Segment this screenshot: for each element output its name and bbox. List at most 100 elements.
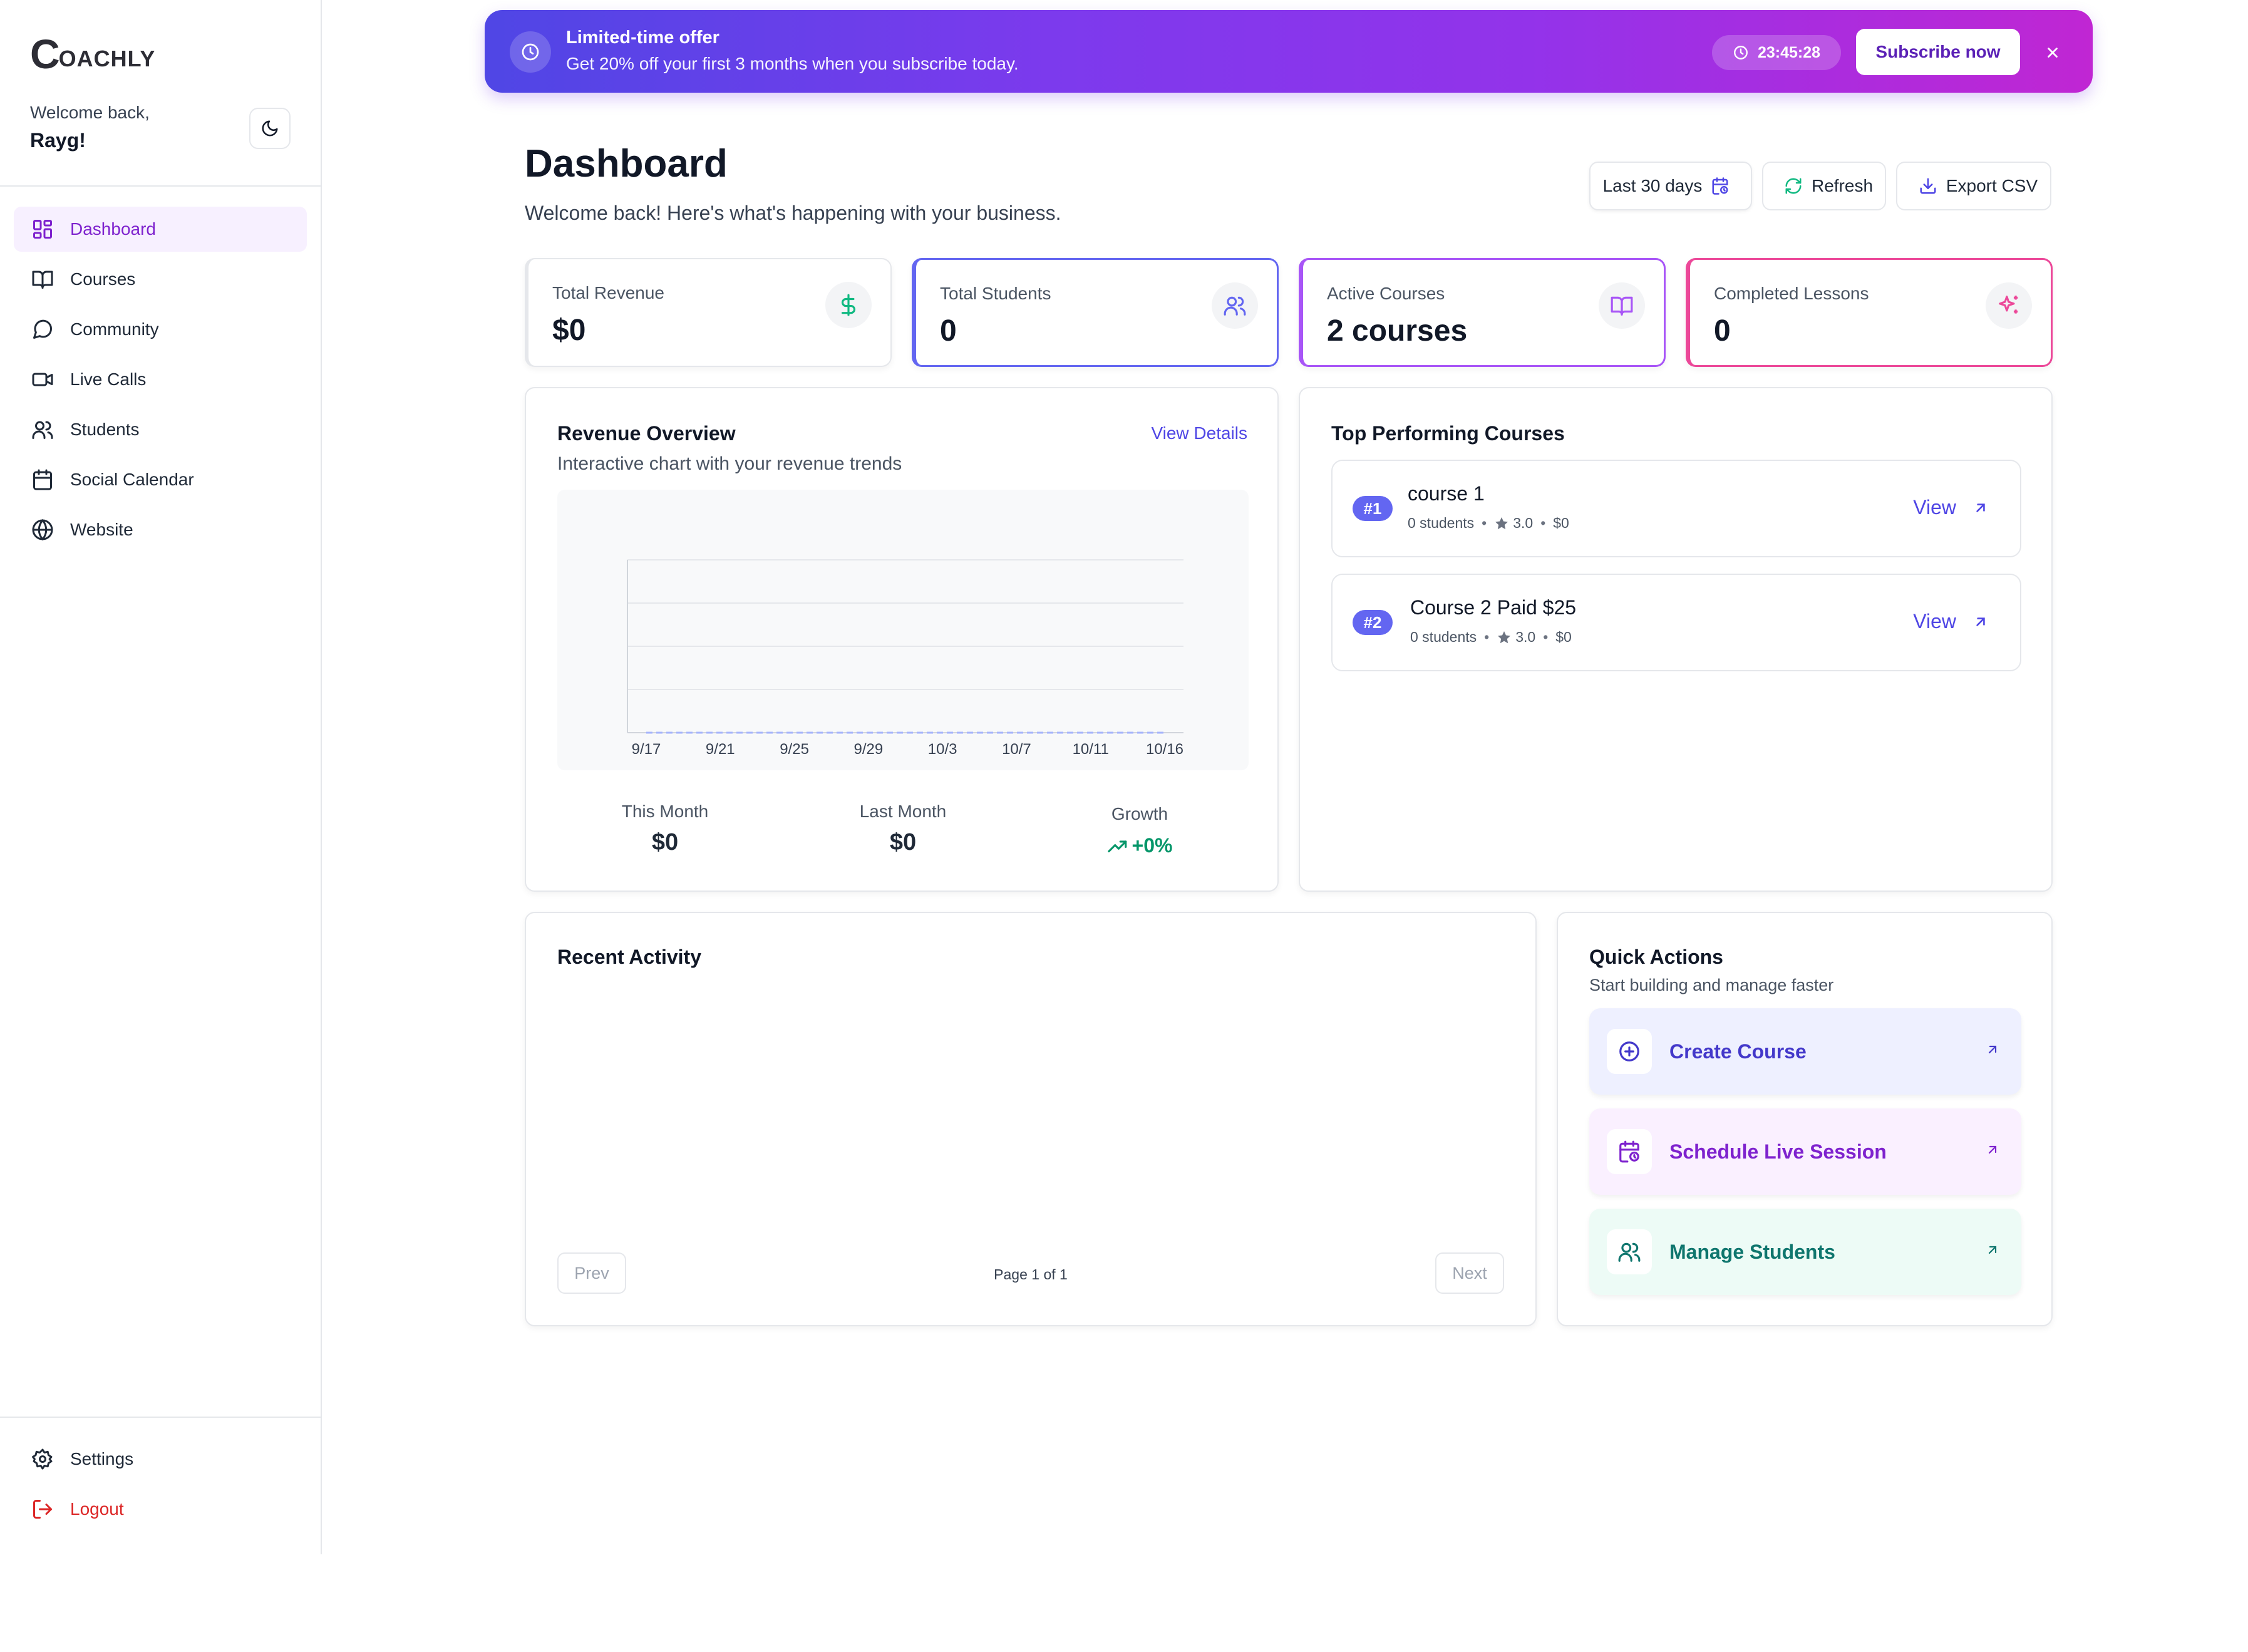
growth-stat: Growth +0%: [1046, 804, 1234, 857]
growth-value: +0%: [1132, 834, 1173, 857]
promo-banner: Limited-time offer Get 20% off your firs…: [485, 10, 2093, 93]
stat-label: Active Courses: [1327, 284, 1445, 303]
course-price: $0: [1553, 515, 1569, 531]
sidebar-item-dashboard[interactable]: Dashboard: [14, 207, 307, 252]
trending-up-icon: [1107, 840, 1127, 852]
sparkle-icon: [1986, 282, 2032, 329]
course-meta: 0 students • 3.0 • $0: [1410, 629, 1572, 646]
globe-icon: [30, 517, 55, 542]
last-month-value: $0: [889, 829, 917, 855]
calendar-clock-icon: [1712, 177, 1728, 195]
recent-activity-title: Recent Activity: [557, 946, 701, 968]
chart-x-tick-label: 10/11: [1073, 741, 1109, 758]
welcome-text: Welcome back,: [30, 103, 150, 122]
sidebar-item-live-calls[interactable]: Live Calls: [14, 357, 307, 402]
stat-label: Completed Lessons: [1714, 284, 1869, 303]
stat-card-total-revenue: Total Revenue $0: [525, 258, 892, 367]
users-icon: [30, 417, 55, 442]
star-icon: [1498, 631, 1511, 643]
course-name: Course 2 Paid $25: [1410, 596, 1577, 619]
username: Rayg!: [30, 129, 86, 152]
quick-actions-subtitle: Start building and manage faster: [1589, 976, 1834, 994]
prev-page-button[interactable]: Prev: [557, 1252, 626, 1294]
view-details-link[interactable]: View Details: [1151, 423, 1247, 443]
manage-students-button[interactable]: Manage Students: [1589, 1209, 2021, 1295]
course-row[interactable]: #2 Course 2 Paid $25 0 students • 3.0 • …: [1331, 574, 2021, 671]
sidebar-nav: Dashboard Courses Community Live Calls S…: [14, 207, 307, 557]
this-month-stat: This Month $0: [571, 802, 759, 856]
logout-icon: [30, 1497, 55, 1522]
stat-value: 0: [940, 314, 957, 348]
dashboard-grid-icon: [30, 217, 55, 242]
calendar-clock-icon: [1607, 1129, 1652, 1174]
refresh-button[interactable]: Refresh: [1762, 162, 1886, 210]
page-subtitle: Welcome back! Here's what's happening wi…: [525, 202, 1061, 224]
sidebar-item-social-calendar[interactable]: Social Calendar: [14, 457, 307, 502]
chart-x-tick-label: 9/21: [706, 741, 735, 758]
arrow-up-right-icon: [1976, 503, 1985, 512]
separator-dot: •: [1482, 515, 1487, 531]
sidebar-item-website[interactable]: Website: [14, 507, 307, 552]
last-month-stat: Last Month $0: [809, 802, 997, 856]
chart-x-tick-label: 10/3: [928, 741, 957, 758]
stat-card-active-courses: Active Courses 2 courses: [1299, 258, 1666, 367]
sidebar-item-community[interactable]: Community: [14, 307, 307, 352]
schedule-live-session-button[interactable]: Schedule Live Session: [1589, 1108, 2021, 1195]
export-label: Export CSV: [1946, 176, 2038, 195]
sidebar-item-settings[interactable]: Settings: [14, 1437, 307, 1482]
quick-action-label: Create Course: [1669, 1040, 1807, 1063]
refresh-icon: [1785, 178, 1802, 194]
close-icon: [2048, 48, 2058, 58]
calendar-icon: [30, 467, 55, 492]
revenue-chart[interactable]: 9/17 9/21 9/25 9/29 10/3 10/7 10/11 10/16: [557, 490, 1249, 770]
sidebar-divider: [0, 185, 321, 187]
revenue-overview-card: Revenue Overview View Details Interactiv…: [525, 387, 1279, 892]
star-icon: [1495, 517, 1508, 529]
book-icon: [30, 267, 55, 292]
growth-label: Growth: [1111, 804, 1168, 823]
stat-card-total-students: Total Students 0: [912, 258, 1279, 367]
stat-label: Total Students: [940, 284, 1051, 303]
arrow-up-right-icon: [1988, 1145, 1997, 1154]
quick-actions-title: Quick Actions: [1589, 946, 1723, 968]
coachly-logo[interactable]: C OACHLY: [30, 33, 155, 75]
users-icon: [1607, 1229, 1652, 1274]
sidebar-bottom-nav: Settings Logout: [14, 1437, 307, 1537]
recent-activity-card: Recent Activity Prev Page 1 of 1 Next: [525, 912, 1537, 1326]
date-range-picker[interactable]: Last 30 days: [1589, 162, 1752, 210]
sidebar-item-logout[interactable]: Logout: [14, 1487, 307, 1532]
video-icon: [30, 367, 55, 392]
theme-toggle-button[interactable]: [249, 108, 291, 149]
top-courses-card: Top Performing Courses #1 course 1 0 stu…: [1299, 387, 2053, 892]
chart-x-tick-label: 9/29: [853, 741, 883, 758]
course-rating: 3.0: [1513, 515, 1534, 531]
sidebar-item-label: Live Calls: [70, 369, 147, 389]
create-course-button[interactable]: Create Course: [1589, 1008, 2021, 1095]
separator-dot: •: [1543, 629, 1549, 645]
promo-subtitle: Get 20% off your first 3 months when you…: [566, 54, 1019, 73]
quick-actions-card: Quick Actions Start building and manage …: [1557, 912, 2053, 1326]
course-students: 0 students: [1408, 515, 1475, 531]
plus-circle-icon: [1607, 1029, 1652, 1074]
top-courses-title: Top Performing Courses: [1331, 422, 1565, 445]
sidebar-item-students[interactable]: Students: [14, 407, 307, 452]
next-page-button[interactable]: Next: [1435, 1252, 1504, 1294]
view-course-button[interactable]: View: [1913, 496, 1989, 519]
stat-card-completed-lessons: Completed Lessons 0: [1686, 258, 2053, 367]
this-month-label: This Month: [621, 802, 709, 821]
export-csv-button[interactable]: Export CSV: [1896, 162, 2051, 210]
chart-x-tick-label: 10/16: [1146, 741, 1183, 758]
view-course-button[interactable]: View: [1913, 610, 1989, 633]
close-promo-button[interactable]: [2035, 35, 2070, 70]
stat-value: 2 courses: [1327, 314, 1468, 348]
stat-value: $0: [552, 314, 586, 347]
revenue-subtitle: Interactive chart with your revenue tren…: [557, 453, 902, 474]
this-month-value: $0: [651, 829, 679, 855]
users-icon: [1212, 282, 1258, 329]
view-label: View: [1913, 496, 1956, 519]
sidebar-divider: [0, 1417, 321, 1418]
subscribe-now-button[interactable]: Subscribe now: [1856, 29, 2020, 75]
course-row[interactable]: #1 course 1 0 students • 3.0 • $0 View: [1331, 460, 2021, 557]
sidebar-item-courses[interactable]: Courses: [14, 257, 307, 302]
course-name: course 1: [1408, 482, 1485, 505]
